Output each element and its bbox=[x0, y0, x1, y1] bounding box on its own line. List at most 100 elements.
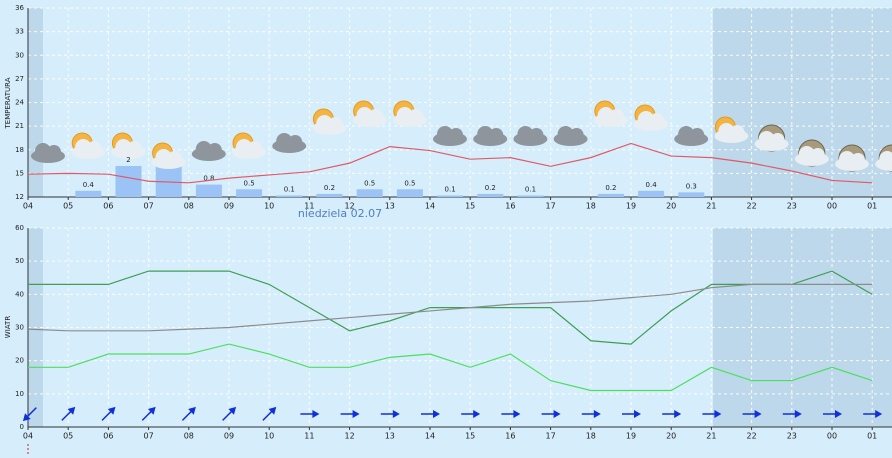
y-tick-label: 30 bbox=[15, 324, 24, 332]
x-tick-label: 13 bbox=[385, 432, 395, 441]
wind-arrow bbox=[541, 410, 561, 418]
weather-icon bbox=[875, 144, 892, 172]
cloud bbox=[248, 141, 262, 155]
cloud bbox=[47, 145, 61, 159]
arrow-head bbox=[22, 413, 31, 422]
precipitation-bar bbox=[597, 193, 624, 197]
y-tick-label: 50 bbox=[15, 257, 24, 265]
weather-icon bbox=[513, 126, 548, 146]
weather-icon bbox=[312, 108, 347, 135]
x-tick-label: 23 bbox=[787, 202, 797, 211]
x-tick-label: 19 bbox=[626, 202, 636, 211]
x-tick-label: 16 bbox=[505, 432, 515, 441]
weather-icon bbox=[473, 126, 508, 146]
arrow-head bbox=[67, 406, 76, 415]
wind-arrow bbox=[222, 406, 237, 421]
arrow-head bbox=[107, 406, 116, 415]
x-tick-label: 18 bbox=[586, 202, 596, 211]
arrow-head bbox=[228, 406, 237, 415]
weather-icon bbox=[674, 126, 709, 146]
cloud bbox=[489, 128, 504, 142]
precipitation-bar bbox=[236, 189, 263, 197]
x-tick-label: 06 bbox=[103, 202, 113, 211]
y-axis-label: WIATR bbox=[4, 316, 12, 339]
x-tick-label: 19 bbox=[626, 432, 636, 441]
precipitation-bar bbox=[316, 193, 343, 197]
x-tick-label: 15 bbox=[465, 202, 475, 211]
precipitation-label: 0.2 bbox=[324, 184, 335, 192]
cloud bbox=[449, 128, 463, 142]
cloud bbox=[167, 151, 182, 165]
arrow-head bbox=[754, 410, 762, 418]
precipitation-label: 0.1 bbox=[445, 185, 456, 193]
arrow-head bbox=[473, 410, 481, 418]
wind-arrow bbox=[501, 410, 521, 418]
weather-icon bbox=[151, 142, 186, 169]
arrow-head bbox=[553, 410, 561, 418]
cloud bbox=[718, 123, 735, 139]
cloud bbox=[597, 107, 614, 123]
x-tick-label: 12 bbox=[345, 432, 355, 441]
x-tick-label: 10 bbox=[264, 202, 274, 211]
wind-arrow bbox=[141, 406, 156, 421]
wind-arrow bbox=[380, 410, 400, 418]
cloud bbox=[609, 109, 624, 123]
cloud bbox=[408, 109, 423, 123]
precipitation-bar bbox=[477, 193, 504, 197]
precipitation-label: 0.5 bbox=[364, 179, 375, 187]
precipitation-label: 0.1 bbox=[284, 185, 295, 193]
cloud bbox=[75, 139, 92, 155]
cloud bbox=[195, 141, 212, 157]
cloud bbox=[879, 151, 892, 167]
cloud bbox=[127, 141, 142, 155]
cloud bbox=[87, 141, 102, 155]
cloud bbox=[328, 117, 343, 131]
y-tick-label: 27 bbox=[15, 75, 24, 83]
arrow-head bbox=[714, 410, 722, 418]
weather-icon bbox=[352, 100, 387, 127]
x-tick-label: 22 bbox=[747, 202, 757, 211]
precipitation-label: 0.2 bbox=[485, 184, 496, 192]
x-tick-label: 23 bbox=[787, 432, 797, 441]
x-tick-label: 01 bbox=[867, 432, 877, 441]
weather-icon bbox=[754, 124, 789, 152]
arrow-head bbox=[835, 410, 842, 418]
y-tick-label: 30 bbox=[15, 51, 24, 59]
arrow-head bbox=[794, 410, 802, 418]
y-axis-label: TEMPERATURA bbox=[4, 77, 12, 129]
arrow-head bbox=[268, 406, 277, 415]
precipitation-label: 0.5 bbox=[404, 179, 415, 187]
wind-arrow bbox=[181, 406, 196, 421]
cloud bbox=[517, 126, 534, 142]
precipitation-bar bbox=[517, 195, 544, 197]
x-tick-label: 04 bbox=[23, 432, 33, 441]
y-tick-label: 0 bbox=[20, 423, 24, 431]
wind-arrow bbox=[782, 410, 802, 418]
cloud bbox=[650, 113, 664, 127]
x-tick-label: 11 bbox=[304, 432, 314, 441]
y-tick-label: 21 bbox=[15, 122, 24, 130]
wind-arrow bbox=[340, 410, 360, 418]
x-tick-label: 15 bbox=[465, 432, 475, 441]
precipitation-label: 0.3 bbox=[686, 182, 697, 190]
precipitation-bar bbox=[276, 195, 303, 197]
series-line bbox=[28, 270, 873, 345]
arrow-head bbox=[674, 410, 682, 418]
y-tick-label: 24 bbox=[15, 99, 24, 107]
arrow-head bbox=[433, 410, 440, 418]
precipitation-bar bbox=[396, 189, 423, 197]
x-tick-label: 12 bbox=[345, 202, 355, 211]
cloud bbox=[798, 146, 815, 162]
precipitation-bar bbox=[356, 189, 383, 197]
x-tick-label: 09 bbox=[224, 432, 234, 441]
wind-arrow bbox=[823, 410, 842, 418]
wind-arrow bbox=[262, 406, 277, 421]
cloud bbox=[770, 133, 785, 147]
x-tick-label: 17 bbox=[546, 202, 556, 211]
wind-arrow bbox=[581, 410, 601, 418]
x-tick-label: 18 bbox=[586, 432, 596, 441]
wind-arrow bbox=[22, 407, 37, 422]
cloud bbox=[368, 109, 383, 123]
